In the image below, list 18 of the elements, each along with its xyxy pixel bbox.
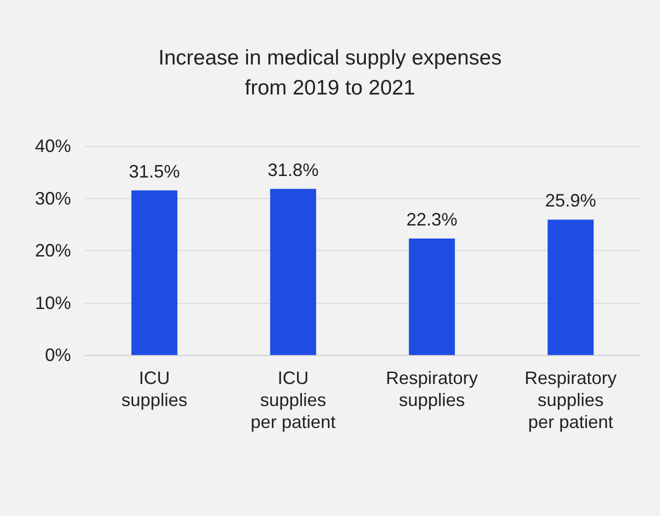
chart-title: Increase in medical supply expenses from 2019 to 2021 xyxy=(158,46,502,100)
data-label: 31.8% xyxy=(268,160,319,180)
x-tick-label: Respiratory supplies xyxy=(386,368,478,410)
y-tick-label: 40% xyxy=(34,136,71,156)
x-tick-label: ICU supplies xyxy=(121,368,188,410)
data-label: 31.5% xyxy=(128,161,180,182)
y-tick-label: 30% xyxy=(34,188,71,208)
bar xyxy=(548,220,594,355)
bar xyxy=(408,238,455,355)
y-tick-label: 0% xyxy=(44,345,71,365)
y-tick-label: 20% xyxy=(34,240,71,260)
data-label: 25.9% xyxy=(545,190,596,211)
x-tick-label: ICU supplies per patient xyxy=(250,368,336,432)
y-tick-label: 10% xyxy=(34,292,71,313)
bar xyxy=(131,190,178,355)
x-tick-label: Respiratory supplies per patient xyxy=(524,368,617,432)
data-label: 22.3% xyxy=(406,209,458,230)
bar xyxy=(270,188,316,355)
